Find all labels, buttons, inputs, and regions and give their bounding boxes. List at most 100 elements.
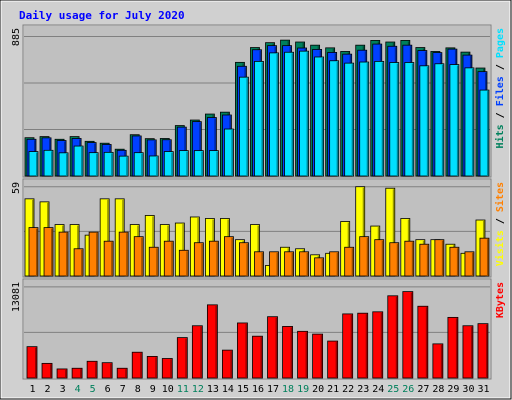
- bar-pages-day-30: [464, 67, 475, 177]
- bar-pages-day-8: [133, 152, 144, 177]
- bar-pages-day-25: [389, 62, 400, 177]
- bar-shade: [441, 240, 444, 275]
- legend-separator: /: [495, 58, 506, 76]
- x-tick-label-day-27: 27: [417, 384, 429, 395]
- bar-shade: [36, 152, 38, 175]
- x-tick-label-day-14: 14: [222, 384, 234, 395]
- bar-shade: [291, 53, 294, 176]
- bar-shade: [36, 228, 38, 275]
- bar-sites-day-9: [148, 246, 159, 277]
- bar-shade: [276, 53, 279, 175]
- bar-pages-day-27: [419, 65, 430, 177]
- bar-shade: [471, 68, 474, 175]
- x-axis-labels: 1 2 3 4 5 6 7 8 9 10 11 12 13 14 15 16 17 18 19 20 21 22 23 24 2…: [30, 384, 490, 395]
- bar-shade: [260, 337, 262, 377]
- bar-shade: [171, 152, 173, 175]
- bar-kbytes-day-5: [86, 360, 98, 379]
- bar-shade: [140, 353, 142, 377]
- bar-kbytes-day-10: [161, 358, 173, 379]
- x-tick-label-day-9: 9: [150, 384, 156, 395]
- legend-item-hits: Hits: [494, 124, 506, 148]
- bar-shade: [186, 251, 188, 275]
- legend-separator: /: [495, 212, 506, 230]
- x-tick-label-day-7: 7: [120, 384, 126, 395]
- x-tick-label-day-6: 6: [105, 384, 111, 395]
- bar-pages-day-20: [314, 56, 325, 177]
- bar-shade: [456, 65, 459, 175]
- bar-pages-day-2: [43, 149, 54, 177]
- x-tick-label-day-18: 18: [282, 384, 294, 395]
- bar-shade: [290, 327, 293, 377]
- legend-hits_files_pages: Hits / Files / Pages: [494, 28, 506, 148]
- bar-sites-day-2: [43, 227, 54, 277]
- bar-shade: [107, 199, 109, 275]
- bar-shade: [456, 248, 459, 275]
- legend-text: Visits / Sites: [494, 182, 506, 266]
- bar-pages-day-23: [359, 61, 370, 177]
- bar-shade: [425, 307, 428, 377]
- bar-shade: [51, 151, 53, 175]
- bar-shade: [155, 357, 157, 377]
- panel-kbytes: 13081 KBytes: [11, 278, 506, 380]
- bar-kbytes-day-29: [447, 316, 459, 379]
- bar-sites-day-8: [133, 236, 144, 277]
- bar-shade: [426, 66, 429, 175]
- legend-separator: /: [495, 106, 506, 124]
- bar-shade: [392, 189, 395, 275]
- bar-kbytes-day-13: [206, 304, 218, 379]
- x-tick-label-day-2: 2: [45, 384, 51, 395]
- bar-kbytes-day-28: [432, 343, 444, 379]
- bar-shade: [336, 252, 339, 275]
- bar-sites-day-11: [178, 249, 189, 277]
- bar-shade: [185, 338, 187, 377]
- bar-shade: [441, 64, 444, 175]
- x-tick-label-day-8: 8: [135, 384, 141, 395]
- bar-sites-day-17: [269, 251, 279, 277]
- bar-shade: [275, 317, 278, 377]
- bar-sites-day-14: [224, 236, 234, 277]
- bar-kbytes-day-7: [116, 367, 128, 379]
- bar-sites-day-1: [28, 227, 39, 277]
- x-tick-label-day-10: 10: [162, 384, 174, 395]
- bar-shade: [125, 369, 127, 377]
- bar-pages-day-21: [329, 60, 340, 177]
- bar-shade: [350, 314, 353, 377]
- bar-shade: [65, 369, 67, 377]
- x-tick-label-day-31: 31: [477, 384, 489, 395]
- bar-shade: [485, 324, 488, 377]
- bar-shade: [365, 314, 368, 377]
- bar-shade: [35, 347, 37, 377]
- bar-pages-day-7: [118, 155, 129, 177]
- bar-shade: [96, 233, 98, 275]
- bar-shade: [335, 342, 338, 377]
- legend-text: KBytes: [495, 282, 506, 318]
- x-tick-label-day-28: 28: [432, 384, 444, 395]
- bar-pages-day-3: [58, 152, 69, 177]
- x-tick-label-day-22: 22: [342, 384, 354, 395]
- bar-sites-day-25: [389, 242, 400, 277]
- bar-shade: [321, 258, 324, 275]
- bar-kbytes-day-6: [101, 362, 113, 379]
- legend-item-kbytes: KBytes: [495, 282, 506, 318]
- bar-pages-day-16: [254, 61, 264, 177]
- bar-pages-day-12: [193, 150, 204, 177]
- bar-shade: [156, 248, 158, 275]
- bar-sites-day-20: [314, 257, 325, 277]
- bar-sites-day-6: [103, 240, 114, 277]
- bar-pages-day-9: [148, 155, 159, 177]
- bar-shade: [152, 216, 154, 275]
- bar-shade: [291, 252, 294, 275]
- x-tick-label-day-4: 4: [75, 384, 81, 395]
- bar-shade: [216, 242, 218, 275]
- bar-sites-day-10: [163, 240, 174, 277]
- bar-shade: [201, 151, 203, 175]
- bar-kbytes-day-18: [282, 326, 293, 379]
- bar-shade: [440, 344, 443, 377]
- bar-shade: [257, 225, 259, 275]
- bar-shade: [182, 224, 184, 275]
- bar-shade: [381, 62, 384, 175]
- bar-sites-day-12: [193, 242, 204, 277]
- bar-sites-day-3: [58, 231, 69, 277]
